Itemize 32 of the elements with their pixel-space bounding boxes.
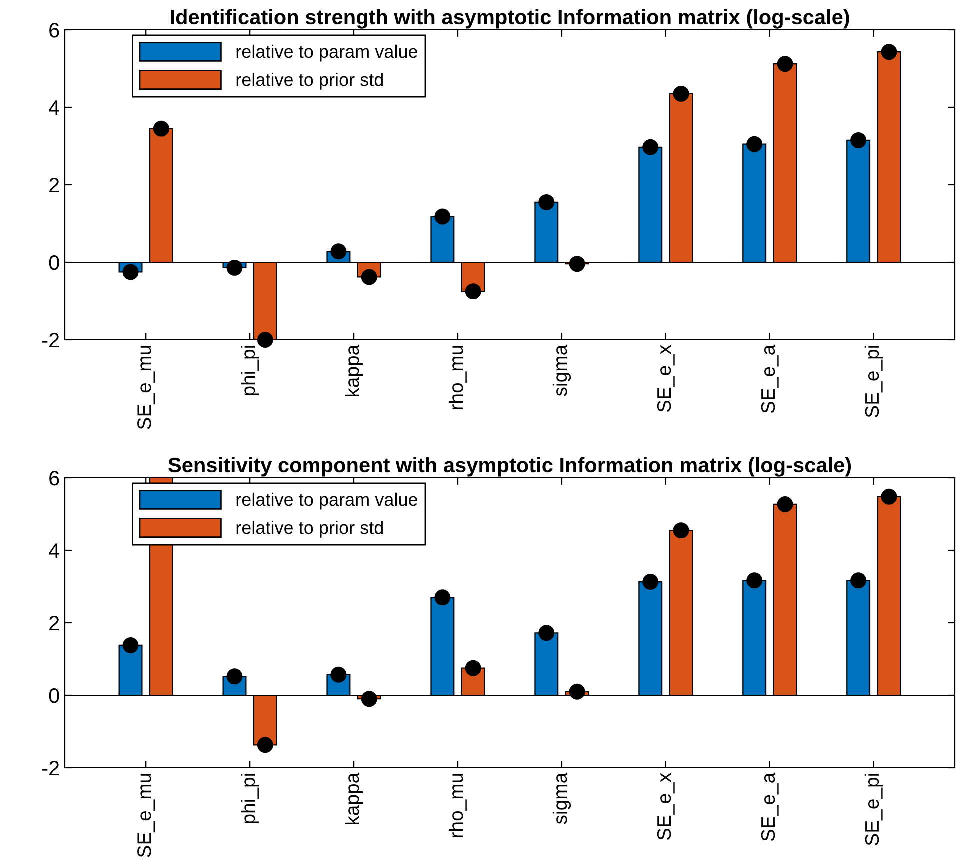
y-tick-label: 0 xyxy=(49,688,60,704)
x-tick-label: kappa xyxy=(344,772,364,825)
x-tick-label: SE_e_x xyxy=(657,345,675,412)
x-tick-label: kappa xyxy=(344,344,364,397)
chart-title: Identification strength with asymptotic Information matrix (log-scale) xyxy=(171,9,850,29)
x-tick-label: SE_e_pi xyxy=(864,774,883,846)
y-tick-label: 2 xyxy=(50,178,60,193)
chart-title: Sensitivity component with asymptotic Information matrix (log-scale) xyxy=(168,457,852,477)
x-tick-label: sigma xyxy=(552,772,572,824)
legend-label: relative to prior std xyxy=(236,521,383,538)
x-tick-label: SE_e_pi xyxy=(864,346,883,418)
x-tick-label: SE_e_mu xyxy=(138,774,155,858)
legend-label: relative to param value xyxy=(236,44,418,62)
legend-label: relative to prior std xyxy=(236,73,383,90)
x-tick-label: phi_pi xyxy=(241,774,260,824)
y-tick-label: 4 xyxy=(49,100,60,116)
x-tick-label: SE_e_mu xyxy=(138,346,155,430)
x-tick-label: rho_mu xyxy=(448,774,467,838)
y-tick-label: -2 xyxy=(42,761,60,776)
x-tick-label: SE_e_x xyxy=(657,773,675,840)
x-tick-label: rho_mu xyxy=(448,346,467,410)
y-tick-label: 4 xyxy=(49,544,60,558)
y-tick-label: -2 xyxy=(42,333,60,348)
x-tick-label: phi_pi xyxy=(241,346,260,396)
y-tick-label: 6 xyxy=(50,23,60,38)
x-tick-label: SE_e_a xyxy=(761,772,779,842)
y-tick-label: 6 xyxy=(50,471,60,486)
x-tick-label: SE_e_a xyxy=(761,344,779,414)
legend-label: relative to param value xyxy=(236,492,418,510)
y-tick-label: 0 xyxy=(49,256,60,270)
x-tick-label: sigma xyxy=(552,344,572,396)
y-tick-label: 2 xyxy=(50,616,60,631)
